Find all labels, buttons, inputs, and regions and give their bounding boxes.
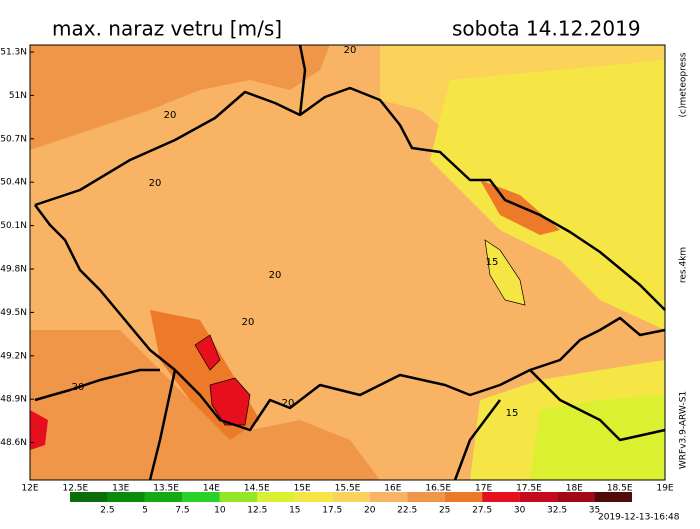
legend-label: 35 xyxy=(589,506,600,516)
legend-swatch xyxy=(294,492,333,502)
lat-label: 50.7N xyxy=(0,134,27,144)
timestamp: 2019-12-13-16:48 xyxy=(598,513,680,523)
lon-label: 14.5E xyxy=(244,484,270,494)
legend-swatch xyxy=(407,492,445,502)
legend-swatch xyxy=(557,492,595,502)
lon-label: 13.5E xyxy=(153,484,179,494)
legend-swatch xyxy=(444,492,483,502)
contour-label: 20 xyxy=(269,270,282,281)
field xyxy=(30,330,380,480)
legend-swatch xyxy=(594,492,632,502)
lat-label: 49.5N xyxy=(0,308,27,318)
lon-label: 15.5E xyxy=(335,484,361,494)
legend-label: 32.5 xyxy=(547,506,567,516)
field xyxy=(530,395,665,480)
legend-swatch xyxy=(332,492,370,502)
credit: (c)meteopress xyxy=(679,52,689,117)
contour-label: 20 xyxy=(344,45,357,56)
legend-swatch xyxy=(219,492,258,502)
legend-swatch xyxy=(482,492,520,502)
legend-label: 25 xyxy=(439,506,450,516)
contour-label: 20 xyxy=(149,178,162,189)
contour-label: 20 xyxy=(72,382,85,393)
lon-label: 12E xyxy=(21,484,38,494)
contour-label: 15 xyxy=(506,408,519,419)
lon-label: 16.5E xyxy=(425,484,451,494)
legend-label: 15 xyxy=(289,506,300,516)
lon-label: 19E xyxy=(656,484,673,494)
legend-label: 30 xyxy=(514,506,526,516)
legend-swatch xyxy=(519,492,558,502)
lon-label: 18.5E xyxy=(607,484,633,494)
field xyxy=(194,334,221,371)
field xyxy=(30,410,48,450)
lat-label: 50.1N xyxy=(0,221,27,231)
legend-label: 10 xyxy=(214,506,226,516)
lat-label: 51N xyxy=(9,91,27,101)
lon-label: 17.5E xyxy=(516,484,542,494)
lat-label: 48.6N xyxy=(0,438,27,448)
legend-swatch xyxy=(144,492,183,502)
lon-label: 15E xyxy=(294,484,311,494)
field xyxy=(430,60,665,330)
legend-label: 22.5 xyxy=(397,506,417,516)
lon-label: 17E xyxy=(475,484,492,494)
lat-label: 51.3N xyxy=(0,48,27,58)
legend-label: 5 xyxy=(142,506,148,516)
contour-label: 20 xyxy=(282,398,295,409)
resolution: res.4km xyxy=(679,247,689,283)
lon-label: 13E xyxy=(112,484,129,494)
legend-swatch xyxy=(182,492,220,502)
legend-swatch xyxy=(70,492,108,502)
legend-label: 27.5 xyxy=(472,506,492,516)
legend-swatch xyxy=(369,492,408,502)
legend-label: 12.5 xyxy=(247,506,267,516)
contour-label: 20 xyxy=(164,110,177,121)
field xyxy=(209,377,251,426)
map-area xyxy=(29,44,666,481)
lat-label: 48.9N xyxy=(0,395,27,405)
lat-label: 49.2N xyxy=(0,351,27,361)
lon-label: 18E xyxy=(566,484,583,494)
title: max. naraz vetru [m/s] xyxy=(52,17,282,41)
lon-label: 16E xyxy=(384,484,401,494)
border xyxy=(34,44,666,481)
map-frame xyxy=(29,44,666,481)
date: sobota 14.12.2019 xyxy=(452,17,641,41)
legend-swatch xyxy=(107,492,145,502)
legend-swatch xyxy=(257,492,295,502)
lat-label: 49.8N xyxy=(0,265,27,275)
model: WRFv3.9-ARW-S1 xyxy=(679,391,689,469)
lon-label: 14E xyxy=(203,484,220,494)
legend-label: 7.5 xyxy=(175,506,189,516)
legend-label: 17.5 xyxy=(322,506,342,516)
field xyxy=(30,45,330,150)
legend-label: 20 xyxy=(364,506,376,516)
field xyxy=(484,239,526,306)
contour-label: 15 xyxy=(486,257,499,268)
lat-label: 50.4N xyxy=(0,178,27,188)
contour-label: 20 xyxy=(242,317,255,328)
lon-label: 12.5E xyxy=(62,484,88,494)
legend-label: 2.5 xyxy=(100,506,114,516)
